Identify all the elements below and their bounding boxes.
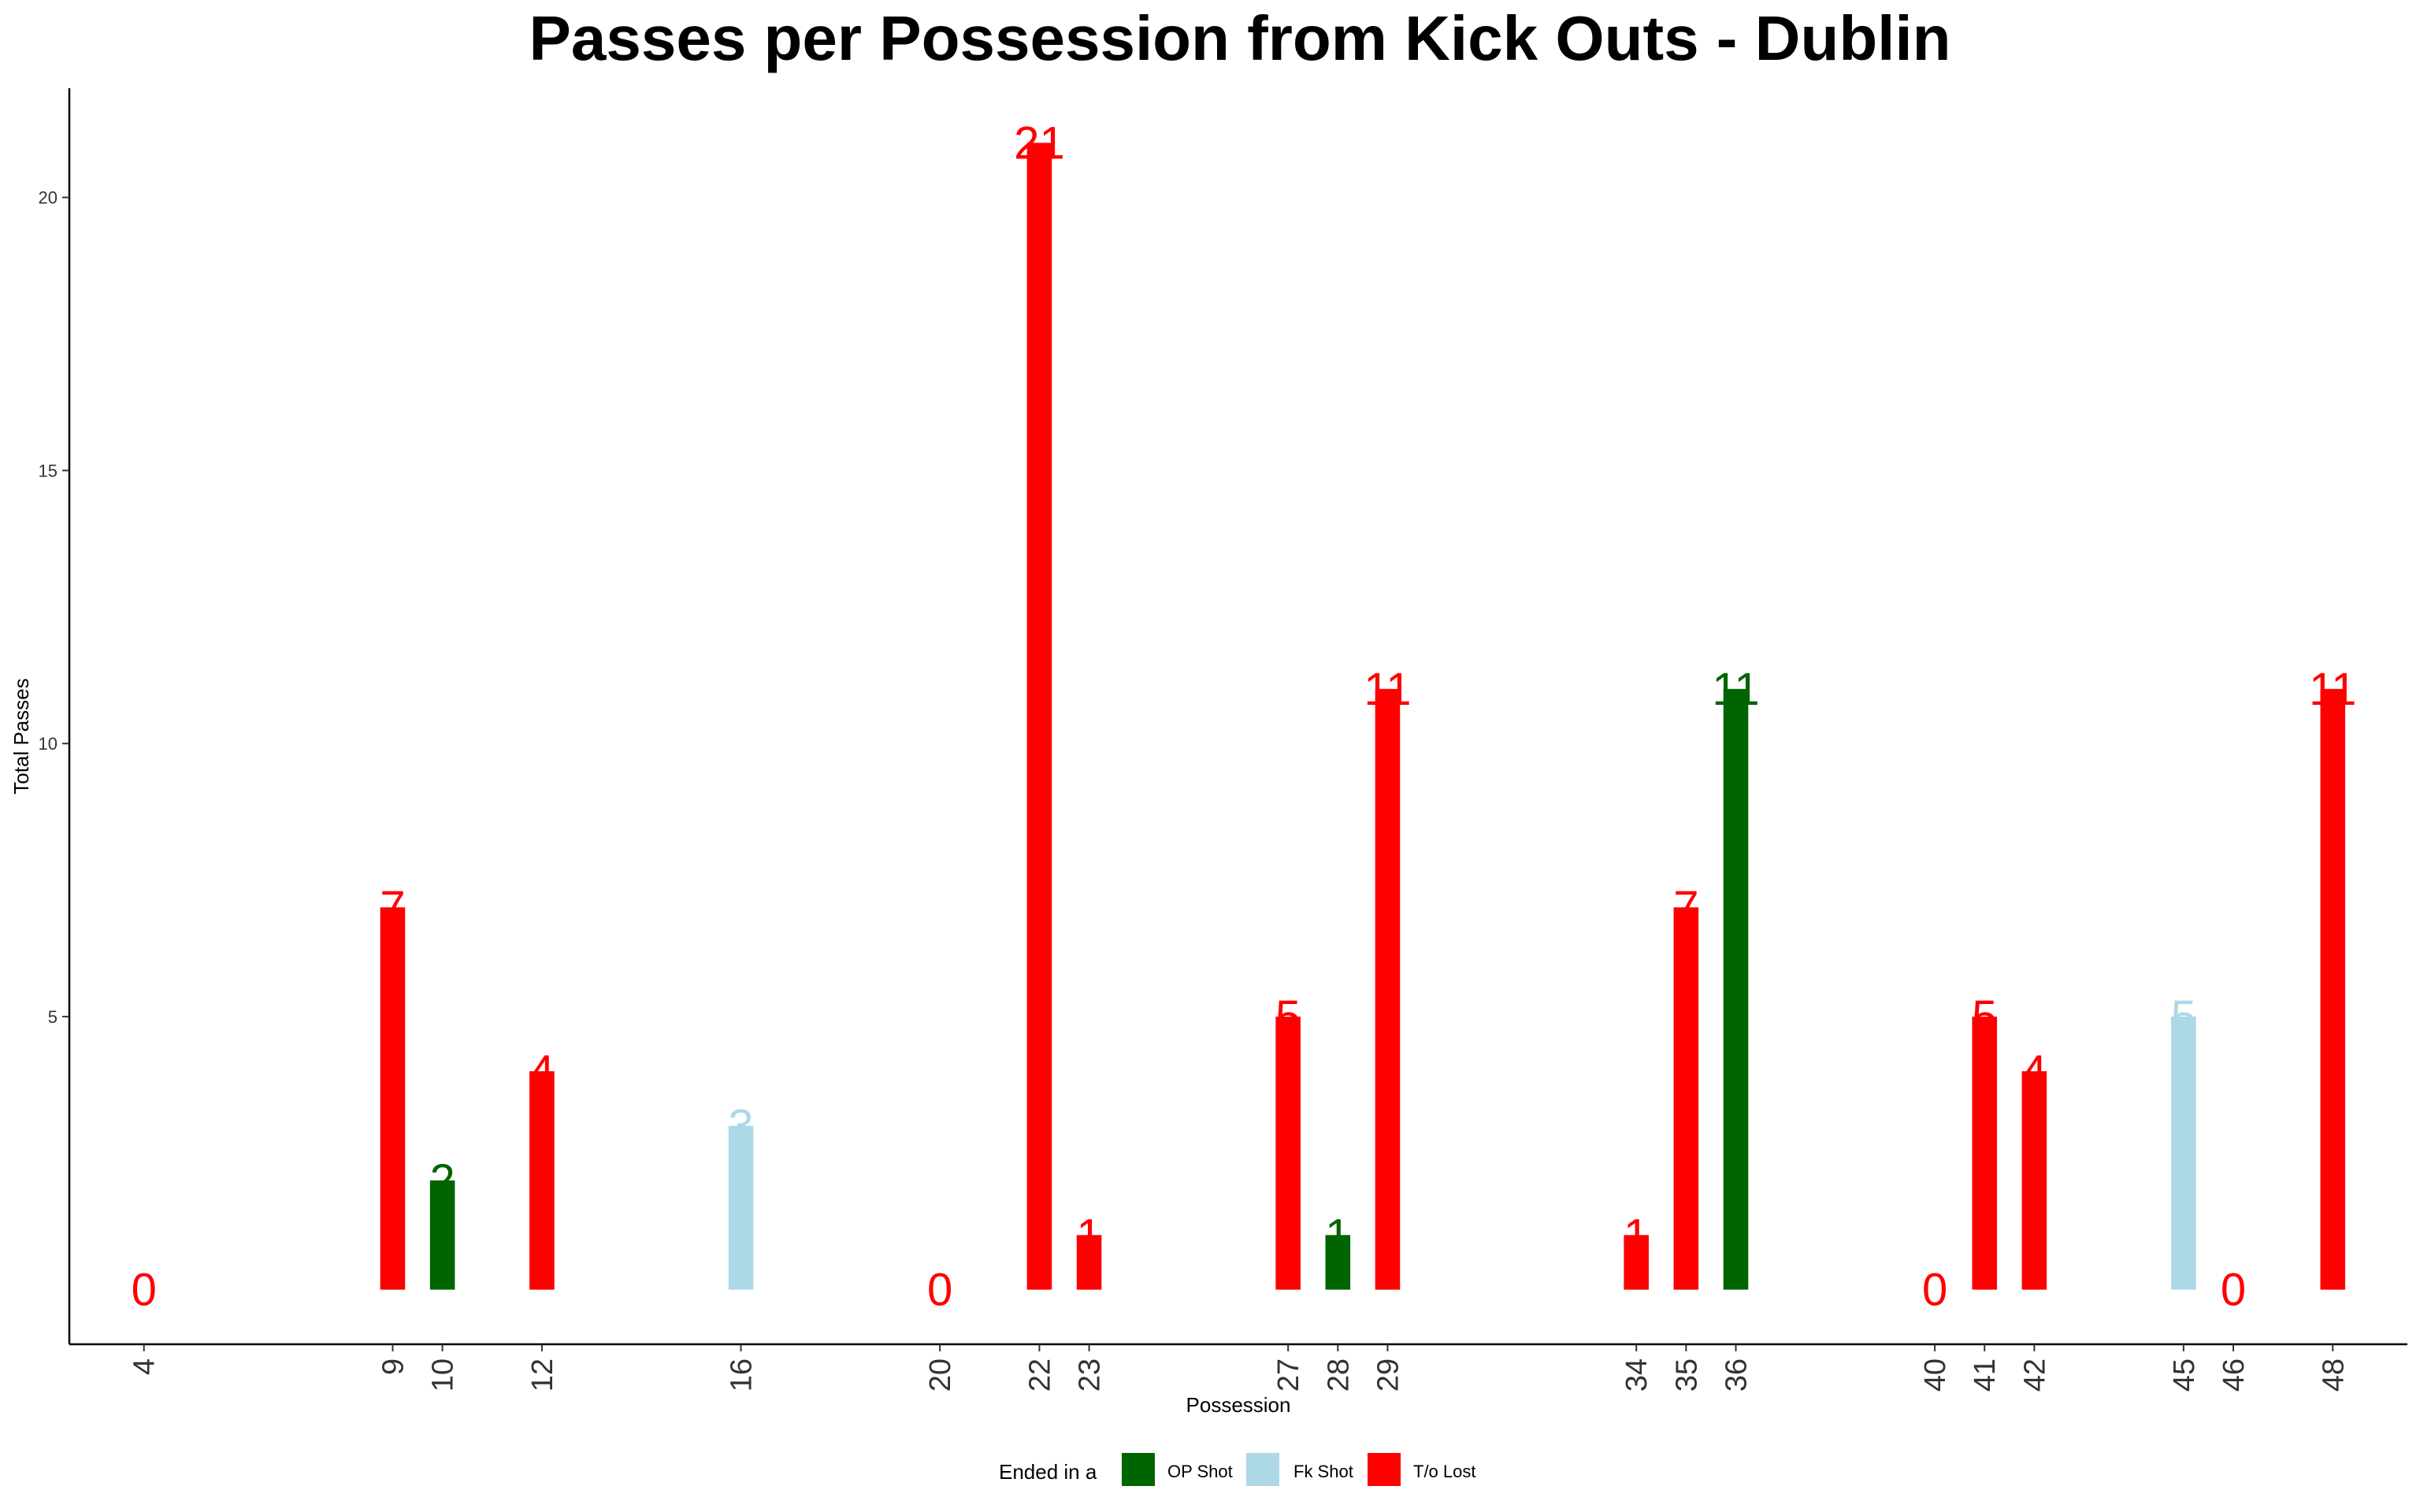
bar-possession-23 [1076,1235,1102,1290]
legend-title: Ended in a [999,1460,1097,1484]
data-label-possession-4: 0 [132,1265,157,1316]
data-label-possession-22: 21 [1014,117,1065,169]
bar-possession-48 [2320,688,2346,1290]
x-axis-title: Possession [1186,1393,1291,1417]
x-tick-label: 12 [526,1358,559,1392]
data-label-possession-45: 5 [2171,991,2196,1043]
bar-possession-35 [1673,907,1699,1290]
x-tick-label: 23 [1074,1358,1107,1392]
legend-label: Fk Shot [1294,1462,1353,1481]
x-tick-label: 46 [2218,1358,2251,1392]
y-tick-label: 15 [39,461,58,480]
legend-label: T/o Lost [1413,1462,1475,1481]
x-tick-label: 22 [1023,1358,1056,1392]
x-tick-label: 40 [1919,1358,1952,1392]
x-tick-label: 34 [1620,1358,1654,1392]
data-label-possession-12: 4 [529,1046,555,1097]
x-tick-label: 4 [128,1358,161,1375]
legend-key-t-o-lost [1368,1453,1401,1486]
y-tick-label: 10 [39,734,58,754]
x-tick-label: 27 [1272,1358,1305,1392]
bar-possession-41 [1972,1016,1998,1290]
bar-possession-27 [1275,1016,1301,1290]
bar-possession-10 [429,1180,455,1290]
data-label-possession-29: 11 [1364,664,1411,715]
data-label-possession-46: 0 [2221,1265,2246,1316]
x-tick-label: 48 [2317,1358,2350,1392]
data-label-possession-16: 3 [728,1101,753,1152]
legend-key-fk-shot [1246,1453,1279,1486]
x-tick-label: 10 [427,1358,460,1392]
legend-items: OP Shot Fk Shot T/o Lost [1122,1453,1475,1486]
x-tick-label: 29 [1371,1358,1405,1392]
legend-label: OP Shot [1167,1462,1233,1481]
x-tick-label: 9 [377,1358,410,1375]
bar-possession-12 [529,1071,555,1290]
data-label-possession-23: 1 [1076,1210,1101,1261]
bar-possession-45 [2171,1016,2196,1290]
data-label-possession-41: 5 [1972,991,1997,1043]
bars-group [380,143,2346,1290]
y-ticks-group: 5 10 15 20 [39,188,69,1027]
data-label-possession-20: 0 [927,1265,952,1316]
x-tick-label: 36 [1720,1358,1753,1392]
x-ticks-group: 4 9 10 12 16 20 22 23 27 28 29 34 35 36 40 41 42 45 46 48 [128,1344,2350,1392]
bar-possession-29 [1375,688,1401,1290]
legend: Ended in a OP Shot Fk Shot T/o Lost [999,1453,1475,1486]
x-tick-label: 42 [2018,1358,2051,1392]
x-tick-label: 28 [1322,1358,1355,1392]
data-label-possession-10: 2 [429,1155,455,1206]
x-tick-label: 20 [924,1358,957,1392]
y-tick-label: 20 [39,188,58,208]
data-label-possession-40: 0 [1922,1265,1947,1316]
data-label-possession-9: 7 [380,882,405,933]
y-tick-label: 5 [48,1007,58,1027]
bar-possession-9 [380,907,406,1290]
x-tick-label: 45 [2168,1358,2201,1392]
data-label-possession-36: 11 [1712,664,1759,715]
x-tick-label: 35 [1670,1358,1703,1392]
x-tick-label: 16 [726,1358,759,1392]
bar-possession-16 [728,1125,754,1290]
chart-title: Passes per Possession from Kick Outs - D… [529,3,1951,73]
bar-possession-34 [1624,1235,1649,1290]
data-label-possession-35: 7 [1673,882,1698,933]
data-label-possession-28: 1 [1325,1210,1350,1261]
data-label-possession-34: 1 [1624,1210,1649,1261]
data-label-possession-42: 4 [2021,1046,2047,1097]
bar-possession-22 [1026,143,1052,1290]
bar-possession-28 [1325,1235,1351,1290]
legend-key-op-shot [1122,1453,1155,1486]
data-label-possession-27: 5 [1275,991,1301,1043]
data-label-possession-48: 11 [2309,664,2356,715]
y-axis-title: Total Passes [9,678,33,794]
x-tick-label: 41 [1969,1358,2002,1392]
bar-possession-42 [2021,1071,2047,1290]
bar-possession-36 [1723,688,1749,1290]
